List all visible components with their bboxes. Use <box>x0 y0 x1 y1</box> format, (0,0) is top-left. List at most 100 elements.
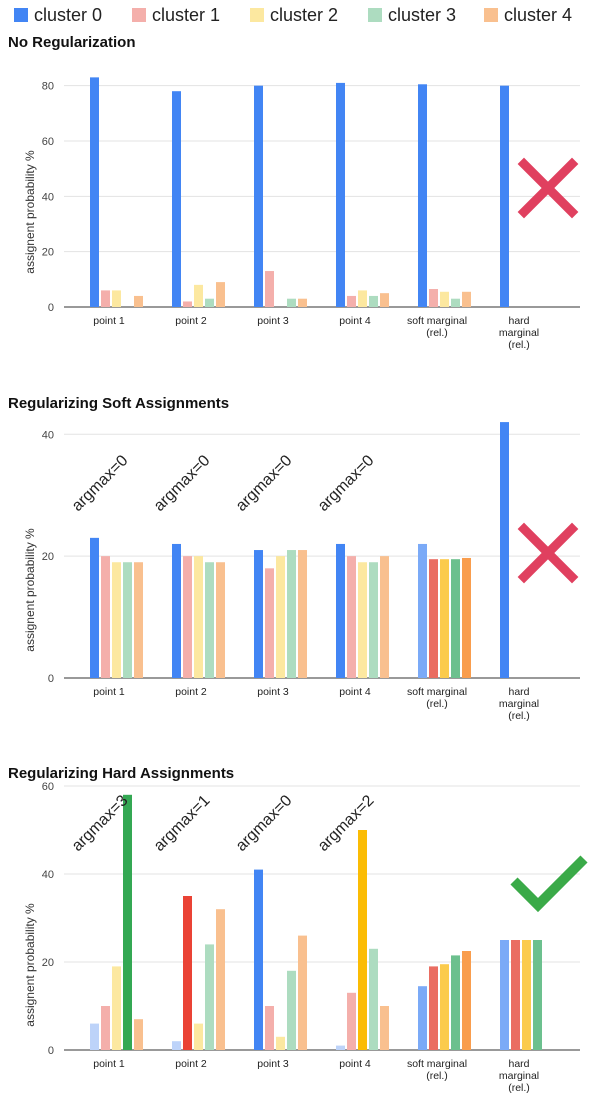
chart-title: Regularizing Hard Assignments <box>8 765 234 782</box>
bar <box>418 84 427 308</box>
legend-label: cluster 0 <box>34 5 102 25</box>
bar <box>336 82 345 308</box>
bar <box>183 301 192 307</box>
bar <box>380 556 389 678</box>
chart-title: No Regularization <box>8 34 136 51</box>
bar <box>418 986 427 1050</box>
bar <box>183 556 192 678</box>
bar <box>287 970 296 1050</box>
bar <box>101 1006 110 1050</box>
y-tick-label: 20 <box>42 551 54 563</box>
red-cross-icon <box>517 522 579 584</box>
bar <box>347 992 356 1050</box>
bar <box>287 298 296 307</box>
bar <box>276 556 285 678</box>
bar <box>183 896 192 1050</box>
bar <box>172 91 181 307</box>
x-tick-label: (rel.) <box>426 698 448 710</box>
bar <box>462 557 471 678</box>
bar <box>418 543 427 678</box>
bar <box>205 944 214 1050</box>
y-tick-label: 20 <box>42 247 54 259</box>
bar <box>101 290 110 307</box>
bar <box>101 556 110 678</box>
bar <box>451 955 460 1050</box>
bar <box>500 940 509 1050</box>
legend-swatch <box>484 8 498 22</box>
bar <box>205 562 214 678</box>
x-tick-label: (rel.) <box>426 327 448 339</box>
x-tick-label: point 1 <box>93 315 125 327</box>
legend-swatch <box>250 8 264 22</box>
bar <box>440 291 449 307</box>
y-tick-label: 40 <box>42 869 54 881</box>
y-tick-label: 0 <box>48 1045 54 1057</box>
legend-swatch <box>14 8 28 22</box>
bar <box>369 562 378 678</box>
y-axis-label: assignent probability % <box>23 528 37 652</box>
x-tick-label: point 4 <box>339 315 371 327</box>
bar <box>347 556 356 678</box>
bar <box>112 562 121 678</box>
argmax-annotation: argmax=3 <box>69 792 132 855</box>
bar <box>134 562 143 678</box>
bar <box>134 1019 143 1050</box>
bar <box>265 1006 274 1050</box>
x-tick-label: point 1 <box>93 1058 125 1070</box>
x-tick-label: point 4 <box>339 1058 371 1070</box>
argmax-annotation: argmax=0 <box>233 452 296 515</box>
bar <box>462 951 471 1050</box>
bar <box>265 568 274 678</box>
bar <box>380 1006 389 1050</box>
bar <box>265 271 274 307</box>
x-tick-label: marginal <box>499 327 539 339</box>
cross-stroke <box>517 157 579 219</box>
x-tick-label: hard <box>508 1058 529 1070</box>
argmax-annotation: argmax=0 <box>69 452 132 515</box>
bar <box>451 298 460 307</box>
bar <box>336 543 345 678</box>
bar <box>254 869 263 1050</box>
bar <box>112 290 121 307</box>
bar <box>134 295 143 307</box>
legend-swatch <box>368 8 382 22</box>
bar <box>172 543 181 678</box>
green-check-icon <box>510 855 588 913</box>
x-tick-label: soft marginal <box>407 1058 467 1070</box>
x-tick-label: marginal <box>499 698 539 710</box>
bar <box>358 562 367 678</box>
chart-regularizing-soft: Regularizing Soft Assignments 0 20 40 assign… <box>8 395 580 722</box>
cross-stroke <box>517 522 579 584</box>
bar <box>500 85 509 307</box>
argmax-annotation: argmax=1 <box>151 792 214 855</box>
x-tick-label: point 3 <box>257 315 289 327</box>
bar <box>123 794 132 1050</box>
bar <box>429 559 438 678</box>
bar <box>194 284 203 307</box>
bar <box>194 556 203 678</box>
chart-no-regularization: No Regularization 0 20 40 60 80 assignent prob… <box>8 34 580 351</box>
x-tick-label: hard <box>508 315 529 327</box>
chart-legend: cluster 0 cluster 1 cluster 2 cluster 3 clus… <box>14 5 572 25</box>
chart-regularizing-hard: Regularizing Hard Assignments 0 20 40 60 assi… <box>8 765 588 1094</box>
x-tick-label: point 2 <box>175 315 207 327</box>
bar <box>336 1045 345 1050</box>
bar <box>123 562 132 678</box>
bar <box>429 289 438 307</box>
bar <box>533 940 542 1050</box>
x-tick-label: point 1 <box>93 686 125 698</box>
bar <box>451 559 460 678</box>
bar <box>462 291 471 307</box>
bar <box>369 948 378 1050</box>
x-tick-label: point 3 <box>257 1058 289 1070</box>
bar <box>287 550 296 678</box>
bar <box>216 562 225 678</box>
bar <box>194 1023 203 1050</box>
y-tick-label: 20 <box>42 957 54 969</box>
argmax-annotation: argmax=0 <box>151 452 214 515</box>
bar <box>90 77 99 307</box>
bar <box>380 293 389 307</box>
y-tick-label: 40 <box>42 429 54 441</box>
chart-title: Regularizing Soft Assignments <box>8 395 229 412</box>
bar <box>205 298 214 307</box>
